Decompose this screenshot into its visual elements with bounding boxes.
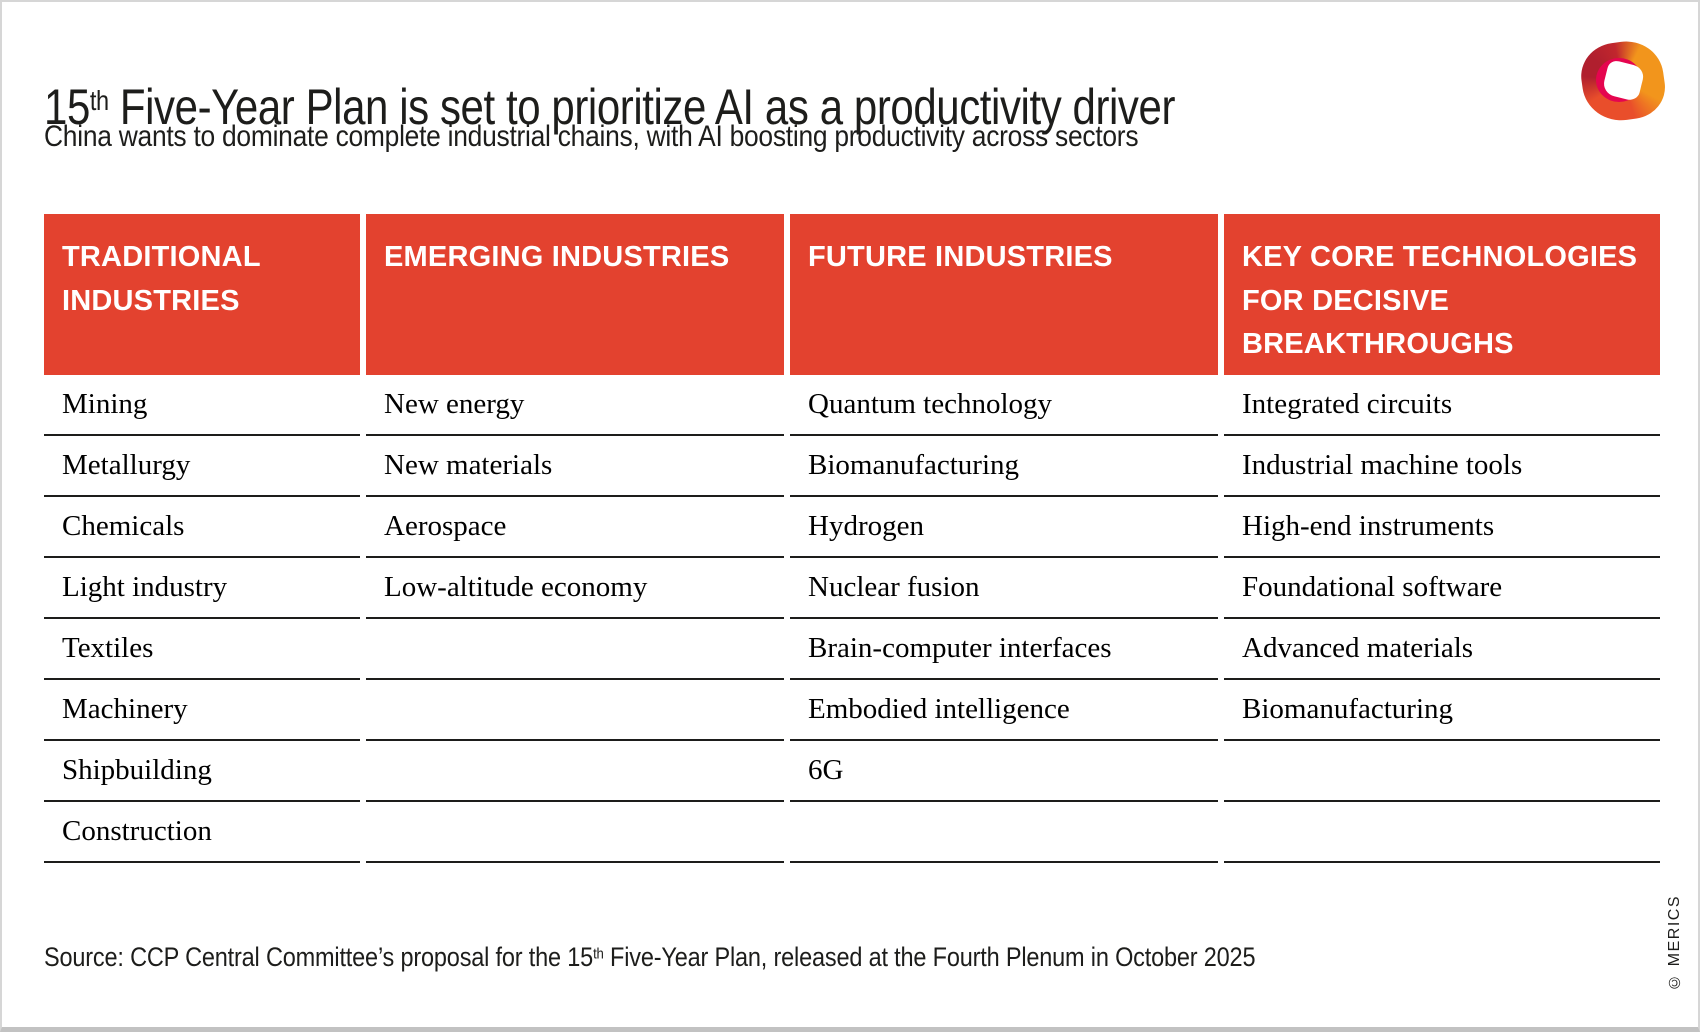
column-header-key-core-technologies: KEY CORE TECHNOLOGIES FOR DECISIVE BREAK… xyxy=(1224,214,1660,375)
table-cell: Foundational software xyxy=(1224,558,1660,619)
industries-table: TRADITIONAL INDUSTRIES EMERGING INDUSTRI… xyxy=(44,214,1660,863)
table-cell: New materials xyxy=(366,436,784,497)
table-cell: New energy xyxy=(366,375,784,436)
table-cell xyxy=(366,619,784,680)
table-cell: Textiles xyxy=(44,619,360,680)
page-title: 15th Five-Year Plan is set to prioritize… xyxy=(44,78,1175,136)
title-ordinal-suffix: th xyxy=(89,84,109,116)
table-cell: Advanced materials xyxy=(1224,619,1660,680)
table-cell: High-end instruments xyxy=(1224,497,1660,558)
page-subtitle: China wants to dominate complete industr… xyxy=(44,120,1139,153)
table-cell: Light industry xyxy=(44,558,360,619)
merics-logo-icon xyxy=(1576,36,1670,126)
table-cell: Embodied intelligence xyxy=(790,680,1218,741)
column-header-future-industries: FUTURE INDUSTRIES xyxy=(790,214,1218,375)
table-cell: Machinery xyxy=(44,680,360,741)
table-cell: Integrated circuits xyxy=(1224,375,1660,436)
copyright-vertical-label: © MERICS xyxy=(1666,895,1683,991)
table-cell: Metallurgy xyxy=(44,436,360,497)
table-cell xyxy=(366,802,784,863)
table-cell: Aerospace xyxy=(366,497,784,558)
table-cell: Biomanufacturing xyxy=(1224,680,1660,741)
title-number: 15 xyxy=(44,78,90,135)
table-cell: Quantum technology xyxy=(790,375,1218,436)
source-note: Source: CCP Central Committee’s proposal… xyxy=(44,942,1256,973)
table-cell: Industrial machine tools xyxy=(1224,436,1660,497)
table-cell xyxy=(366,680,784,741)
table-cell: Brain-computer interfaces xyxy=(790,619,1218,680)
source-text-suffix: Five-Year Plan, released at the Fourth P… xyxy=(603,942,1256,972)
table-cell: Low-altitude economy xyxy=(366,558,784,619)
table-cell: 6G xyxy=(790,741,1218,802)
column-header-emerging-industries: EMERGING INDUSTRIES xyxy=(366,214,784,375)
table-cell: Shipbuilding xyxy=(44,741,360,802)
title-text: Five-Year Plan is set to prioritize AI a… xyxy=(108,78,1176,135)
source-ordinal-suffix: th xyxy=(593,945,604,963)
table-cell: Chemicals xyxy=(44,497,360,558)
table-cell: Nuclear fusion xyxy=(790,558,1218,619)
source-text: Source: CCP Central Committee’s proposal… xyxy=(44,942,594,972)
table-cell: Biomanufacturing xyxy=(790,436,1218,497)
table-cell xyxy=(366,741,784,802)
table-cell: Mining xyxy=(44,375,360,436)
table-cell xyxy=(1224,741,1660,802)
table-cell: Construction xyxy=(44,802,360,863)
table-cell: Hydrogen xyxy=(790,497,1218,558)
table-cell xyxy=(790,802,1218,863)
table-cell xyxy=(1224,802,1660,863)
column-header-traditional-industries: TRADITIONAL INDUSTRIES xyxy=(44,214,360,375)
